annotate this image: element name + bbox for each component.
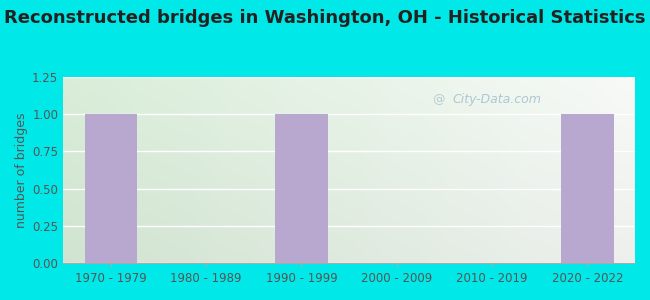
Text: Reconstructed bridges in Washington, OH - Historical Statistics: Reconstructed bridges in Washington, OH … [5, 9, 645, 27]
Y-axis label: number of bridges: number of bridges [15, 112, 28, 228]
Text: City-Data.com: City-Data.com [452, 93, 541, 106]
Bar [84, 114, 137, 263]
Text: @: @ [432, 93, 445, 106]
Bar [275, 114, 328, 263]
Bar [561, 114, 614, 263]
